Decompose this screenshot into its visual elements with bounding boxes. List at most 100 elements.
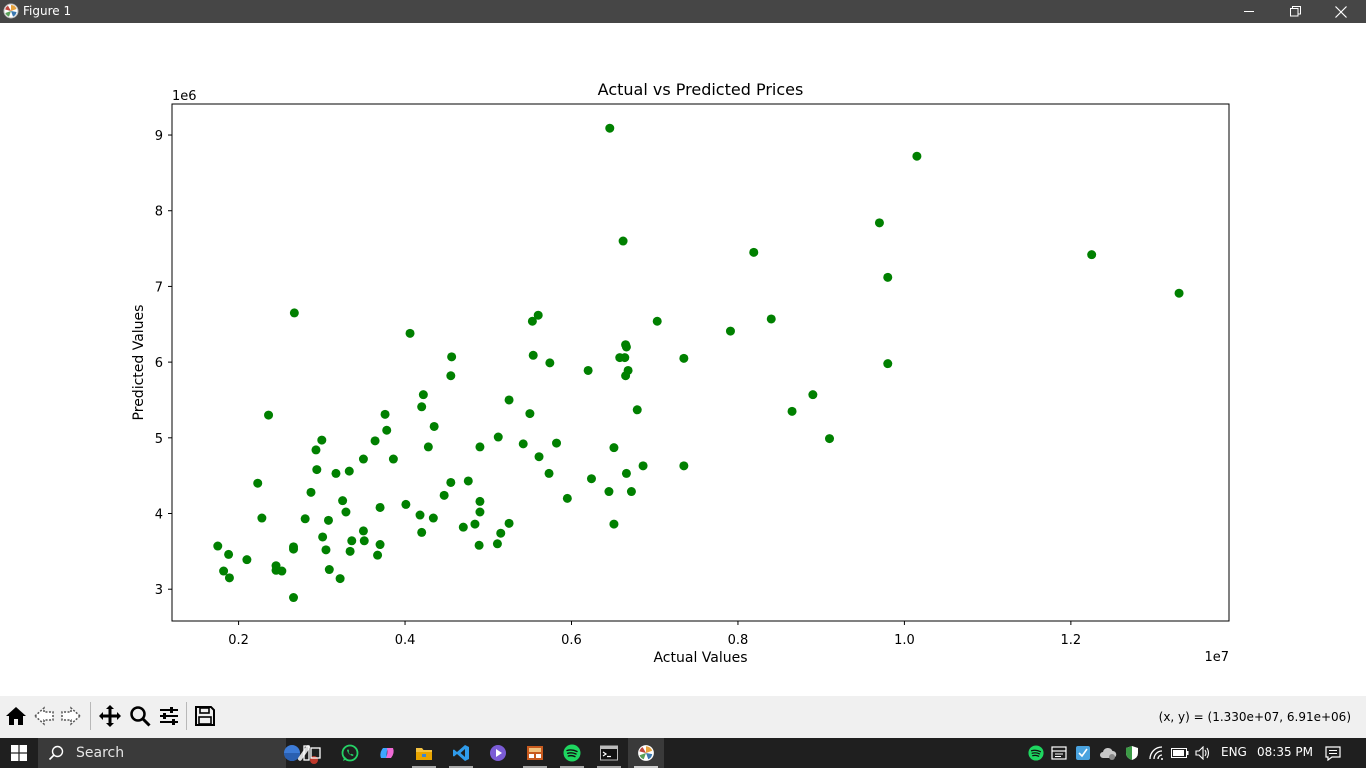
data-point <box>257 513 267 523</box>
file-explorer-icon <box>416 748 432 760</box>
back-button[interactable] <box>31 703 57 729</box>
whatsapp-button[interactable] <box>332 738 368 768</box>
data-point <box>317 435 327 445</box>
data-point <box>428 513 438 523</box>
tray-battery[interactable] <box>1170 738 1190 768</box>
data-point <box>358 454 368 464</box>
data-point <box>423 442 433 452</box>
running-indicator <box>597 766 621 768</box>
data-point <box>621 342 631 352</box>
data-point <box>504 395 514 405</box>
y-tick-label: 9 <box>155 129 163 144</box>
tray-app[interactable] <box>1049 738 1069 768</box>
tray-security[interactable] <box>1122 738 1142 768</box>
app-icon <box>527 746 543 760</box>
spotify-button[interactable] <box>554 738 590 768</box>
toolbar-separator <box>90 702 91 730</box>
pan-button[interactable] <box>97 703 123 729</box>
tray-onedrive[interactable] <box>1097 738 1119 768</box>
coordinate-readout: (x, y) = (1.330e+07, 6.91e+06) <box>1158 710 1351 724</box>
x-offset-label: 1e7 <box>1204 650 1229 665</box>
data-point <box>401 499 411 509</box>
navigation-toolbar: (x, y) = (1.330e+07, 6.91e+06) <box>0 696 1366 738</box>
save-button[interactable] <box>192 703 218 729</box>
data-point <box>324 565 334 575</box>
running-indicator <box>412 766 436 768</box>
data-point <box>318 532 328 542</box>
figure-canvas[interactable]: 0.2 0.4 0.6 0.8 1.0 1.2 3 4 5 6 7 8 9 Actual vs Predi… <box>0 23 1366 696</box>
window-title: Figure 1 <box>23 4 72 18</box>
data-point <box>289 542 299 552</box>
tray-wifi[interactable] <box>1147 738 1167 768</box>
configure-subplots-button[interactable] <box>156 703 182 729</box>
pan-icon <box>99 705 121 727</box>
spotify-icon <box>1028 745 1044 761</box>
running-indicator <box>523 766 547 768</box>
clock[interactable]: 08:35 PM <box>1257 745 1313 759</box>
restore-icon <box>1289 6 1301 17</box>
taskbar: Search <box>0 738 1366 768</box>
data-point <box>679 353 689 363</box>
data-point <box>447 352 457 362</box>
zoom-button[interactable] <box>127 703 153 729</box>
tray-app[interactable] <box>1073 738 1093 768</box>
media-player-button[interactable] <box>480 738 516 768</box>
data-point <box>874 218 884 228</box>
scatter-chart[interactable]: 0.2 0.4 0.6 0.8 1.0 1.2 3 4 5 6 7 8 9 Actual vs Predi… <box>0 23 1366 696</box>
data-point <box>787 406 797 416</box>
y-axis-label: Predicted Values <box>131 305 147 421</box>
running-indicator <box>560 766 584 768</box>
matplotlib-icon <box>638 745 654 761</box>
data-point <box>338 496 348 506</box>
data-point <box>311 445 321 455</box>
notifications-button[interactable] <box>1322 738 1344 768</box>
whatsapp-icon <box>341 744 359 762</box>
terminal-button[interactable] <box>591 738 627 768</box>
restore-button[interactable] <box>1272 0 1318 23</box>
running-indicator <box>634 766 658 768</box>
back-icon <box>33 706 54 726</box>
data-point <box>375 540 385 550</box>
data-point <box>264 410 274 420</box>
data-point <box>475 507 485 517</box>
start-button[interactable] <box>0 738 38 768</box>
data-point <box>749 247 759 257</box>
cloud-icon <box>1100 747 1117 760</box>
vscode-icon <box>453 745 469 761</box>
x-axis-label: Actual Values <box>653 650 747 666</box>
shield-icon <box>1126 746 1138 760</box>
zoom-icon <box>130 706 151 727</box>
taskbar-search[interactable]: Search <box>38 738 318 768</box>
data-point <box>439 490 449 500</box>
chart-title: Actual vs Predicted Prices <box>598 80 804 99</box>
x-tick-label: 0.6 <box>561 633 582 648</box>
task-view-button[interactable] <box>294 738 330 768</box>
data-point <box>808 390 818 400</box>
data-point <box>605 123 615 133</box>
data-point <box>341 507 351 517</box>
app-button[interactable] <box>517 738 553 768</box>
x-tick-label: 0.2 <box>228 633 249 648</box>
vscode-button[interactable] <box>443 738 479 768</box>
data-point <box>446 371 456 381</box>
close-button[interactable] <box>1318 0 1364 23</box>
data-point <box>583 365 593 375</box>
data-point <box>766 314 776 324</box>
data-point <box>312 465 322 475</box>
tray-spotify[interactable] <box>1026 738 1046 768</box>
settings-app-icon <box>1076 746 1090 760</box>
home-button[interactable] <box>3 703 29 729</box>
language-indicator[interactable]: ENG <box>1221 745 1247 759</box>
data-point <box>504 518 514 528</box>
data-point <box>463 476 473 486</box>
y-tick-label: 5 <box>155 432 163 447</box>
matplotlib-taskbar-button[interactable] <box>628 738 664 768</box>
minimize-button[interactable] <box>1226 0 1272 23</box>
file-explorer-button[interactable] <box>406 738 442 768</box>
data-point <box>475 496 485 506</box>
data-point <box>388 454 398 464</box>
forward-button[interactable] <box>58 703 84 729</box>
data-point <box>289 308 299 318</box>
tray-volume[interactable] <box>1193 738 1213 768</box>
copilot-button[interactable] <box>369 738 405 768</box>
